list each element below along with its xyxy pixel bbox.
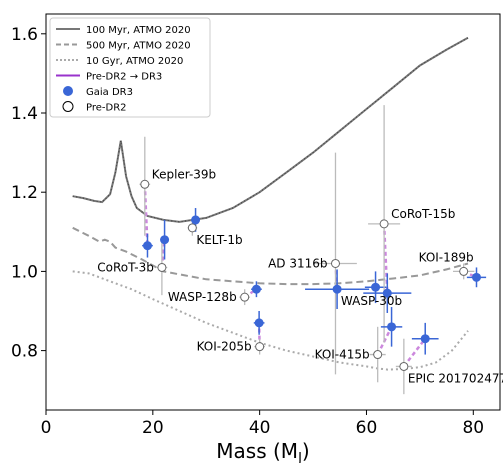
data-markers	[140, 179, 481, 371]
pre-dr2-point	[255, 342, 265, 352]
legend-label: 10 Gyr, ATMO 2020	[86, 56, 183, 67]
x-tick-label: 60	[356, 418, 378, 438]
gaia-dr3-point	[254, 318, 264, 328]
pre-dr2-point	[240, 292, 250, 302]
x-tick-label: 0	[41, 418, 52, 438]
plot-frame	[45, 13, 501, 411]
connector	[402, 337, 427, 368]
object-label: KELT-1b	[196, 233, 242, 247]
object-labels: Kepler-39b CoRoT-3b KELT-1b WASP-128b KOI-20…	[97, 167, 503, 385]
gaia-dr3-point	[420, 334, 430, 344]
legend: 100 Myr, ATMO 2020 500 Myr, ATMO 2020 10 G…	[49, 17, 211, 118]
object-label: EPIC 201702477b	[408, 371, 503, 385]
object-label: KOI-205b	[197, 340, 252, 354]
object-label: KOI-415b	[315, 348, 370, 362]
x-axis-label-close: )	[302, 439, 310, 463]
gaia-dr3-point	[387, 322, 397, 332]
y-tick-label: 1.2	[11, 183, 38, 203]
object-label: Kepler-39b	[152, 167, 216, 181]
gaia-dr3-point	[382, 288, 392, 298]
gaia-dr3-point	[251, 284, 261, 294]
legend-box	[49, 17, 211, 118]
legend-label: Pre-DR2 → DR3	[86, 72, 162, 83]
gaia-dr3-point	[332, 284, 342, 294]
x-tick-label: 20	[142, 418, 164, 438]
gaia-dr3-point	[142, 241, 152, 251]
x-tick-label: 40	[249, 418, 271, 438]
pre-dr2-point	[140, 179, 150, 189]
legend-label: Pre-DR2	[86, 103, 127, 114]
pre-dr2-point	[379, 219, 389, 229]
object-label: AD 3116b	[268, 256, 327, 270]
pre-dr2-point	[459, 266, 469, 276]
series-line-2	[72, 270, 469, 371]
y-tick-label: 0.8	[11, 342, 38, 362]
legend-label: 100 Myr, ATMO 2020	[86, 25, 191, 36]
object-label: CoRoT-15b	[391, 207, 455, 221]
legend-marker	[62, 101, 74, 112]
pre-dr2-point	[399, 361, 409, 371]
legend-label: Gaia DR3	[86, 87, 133, 98]
y-tick-label: 1.0	[11, 262, 38, 282]
legend-label: 500 Myr, ATMO 2020	[86, 41, 191, 52]
object-label: WASP-128b	[168, 290, 237, 304]
object-label: WASP-30b	[341, 294, 402, 308]
gaia-dr3-point	[191, 215, 201, 225]
series-line-dots-0	[72, 37, 469, 223]
object-label: CoRoT-3b	[97, 260, 154, 274]
y-tick-label: 1.6	[11, 25, 38, 45]
pre-dr2-point	[157, 262, 167, 272]
gaia-dr3-point	[160, 235, 170, 245]
x-tick-label: 80	[462, 418, 484, 438]
pre-dr2-point	[187, 223, 197, 233]
x-axis-label: Mass (MJ)	[216, 439, 309, 463]
y-tick-label: 1.4	[11, 104, 38, 124]
gaia-dr3-point	[371, 282, 381, 292]
x-axis-ticks: 0 20 40 60 80	[41, 410, 484, 438]
object-label: KOI-189b	[419, 250, 474, 264]
x-axis-label-subscript: J	[297, 451, 302, 463]
y-axis-ticks: 0.8 1.0 1.2 1.4 1.6	[11, 25, 46, 362]
pre-dr2-point	[373, 350, 383, 360]
legend-marker	[63, 86, 73, 96]
x-axis-label-main: Mass (M	[216, 439, 298, 463]
gaia-dr3-point	[471, 272, 481, 282]
pre-dr2-point	[330, 258, 340, 268]
